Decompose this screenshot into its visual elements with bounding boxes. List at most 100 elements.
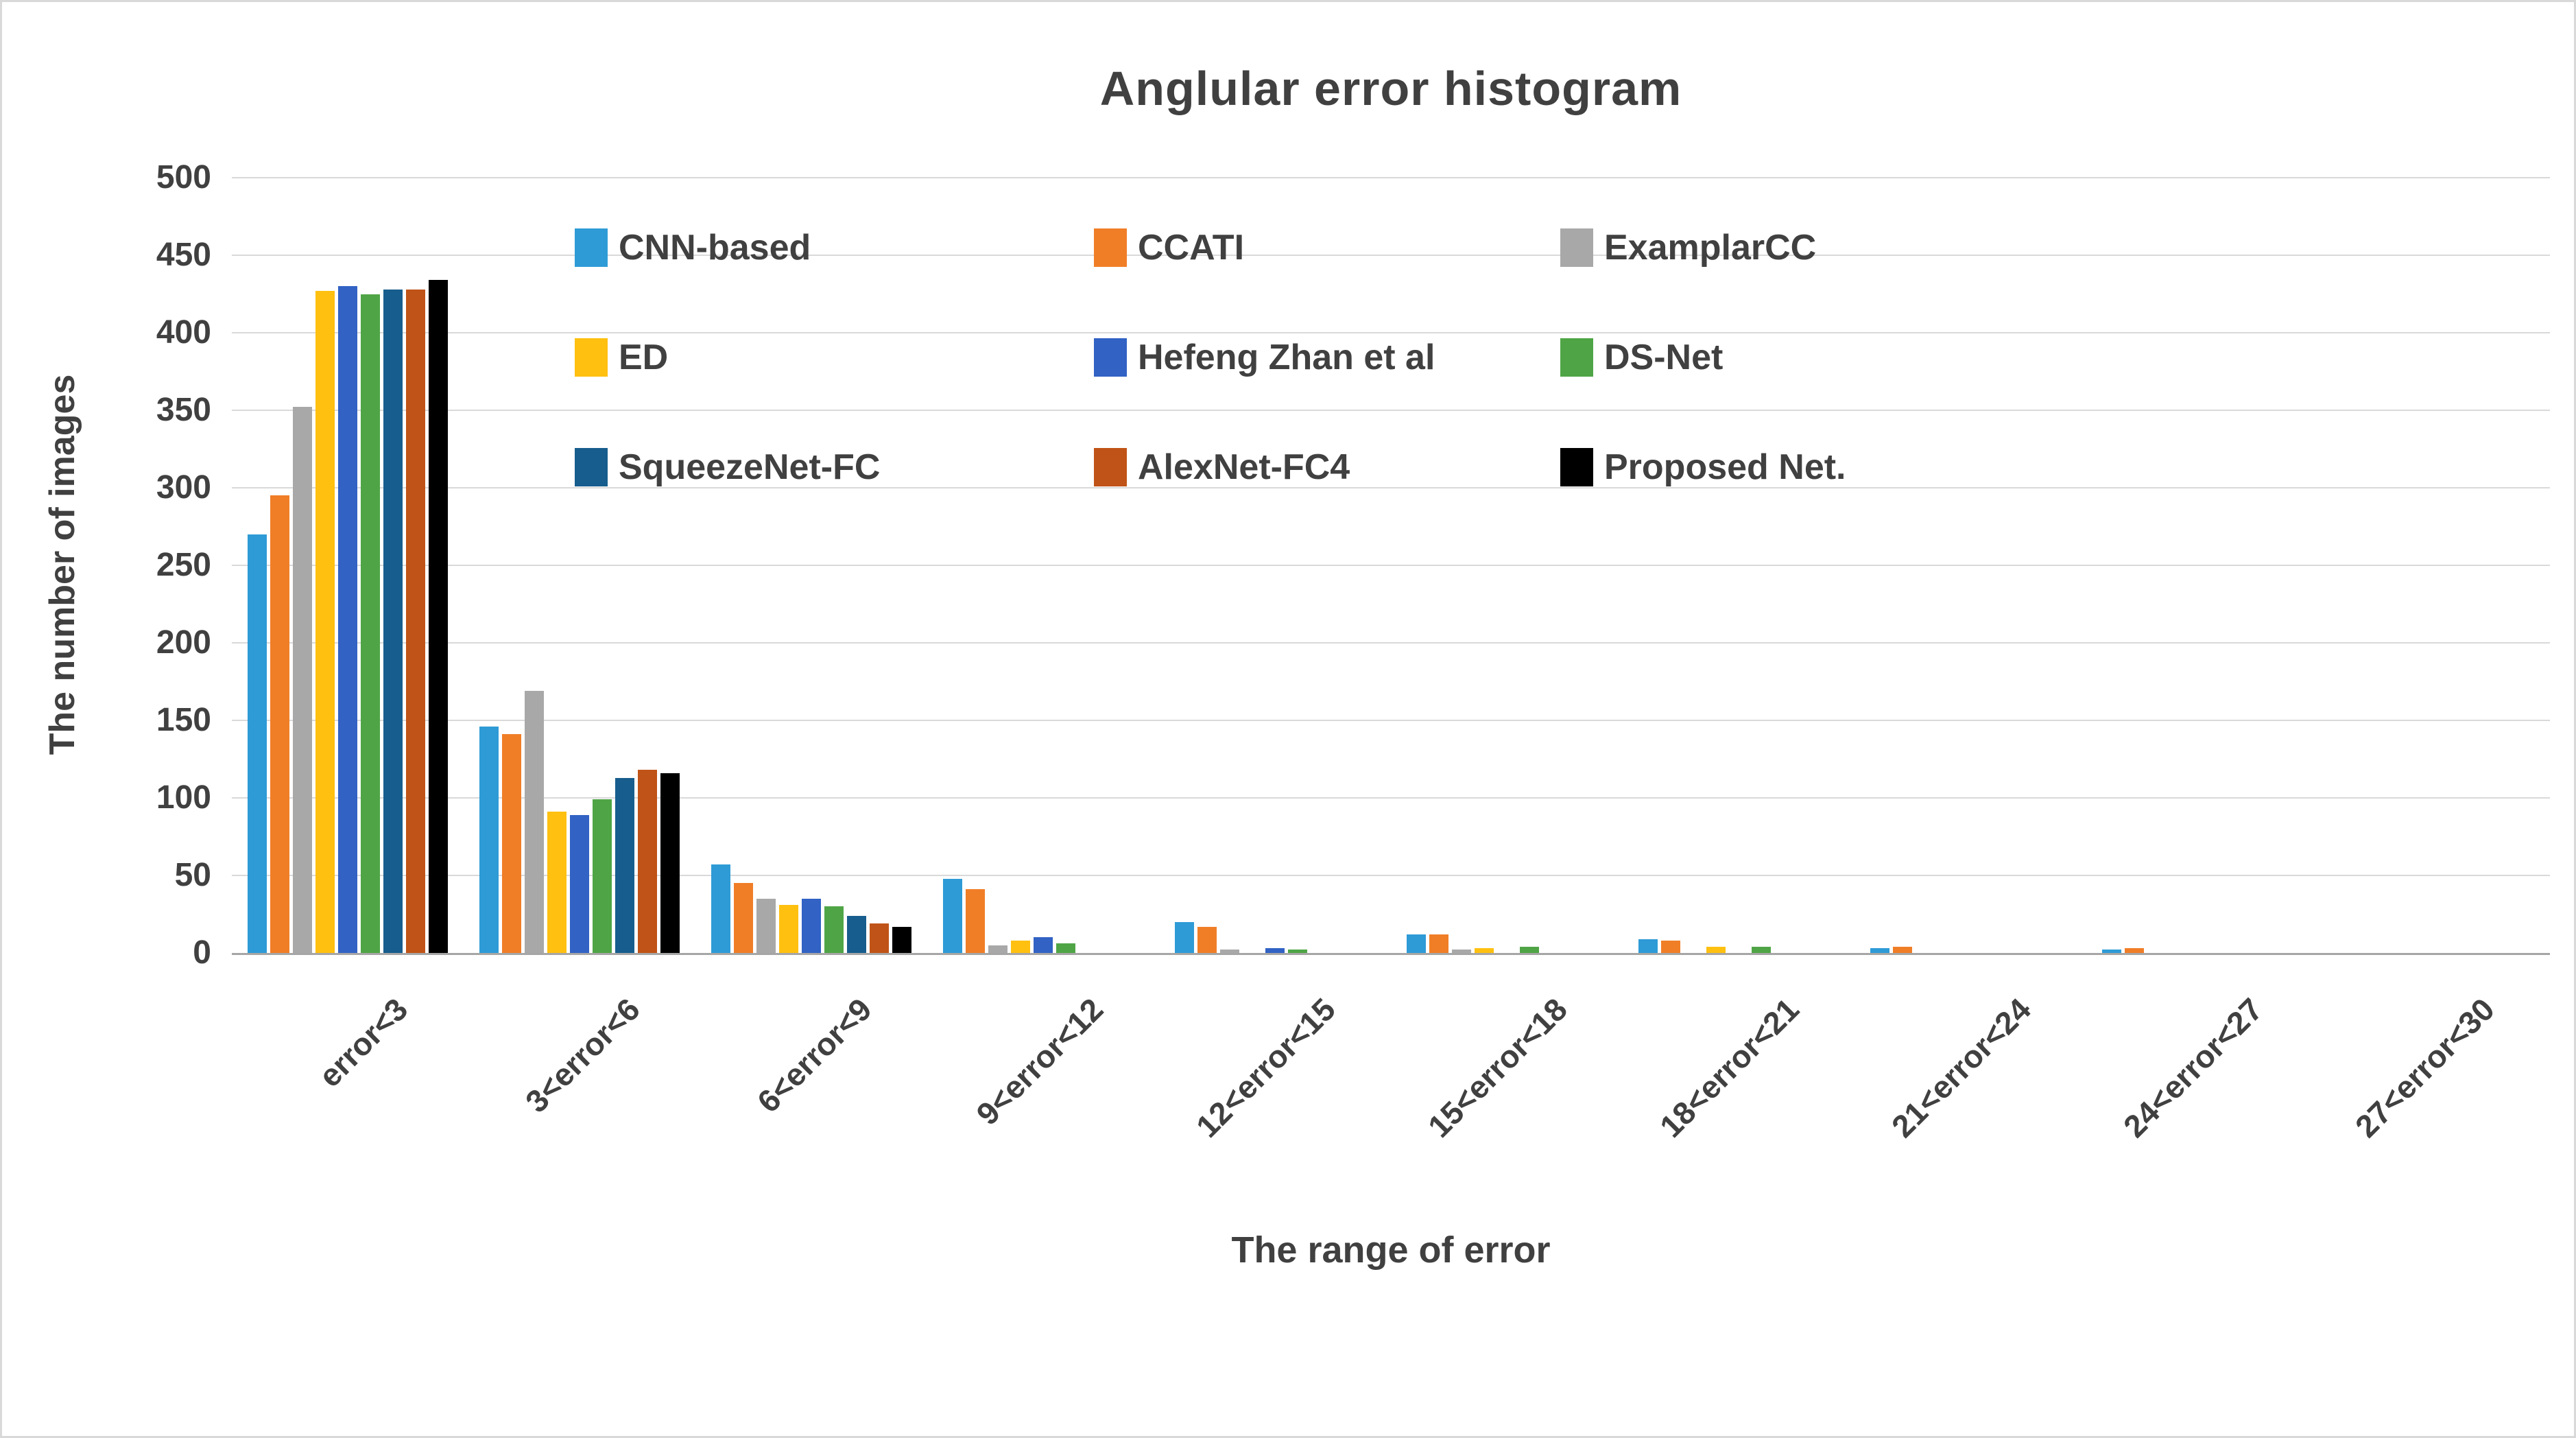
legend-swatch-icon [1094, 228, 1127, 267]
bar-CCATI-15<error<18 [1429, 934, 1448, 953]
bar-AlexNet-FC4-6<error<9 [870, 923, 889, 953]
legend-label: Proposed Net. [1604, 447, 1846, 487]
bar-CCATI-18<error<21 [1661, 941, 1680, 953]
y-tick-label-350: 350 [156, 392, 211, 428]
y-tick-label-400: 400 [156, 314, 211, 351]
bar-group-27<error<30 [2318, 178, 2550, 953]
bar-Hefeng Zhan et al-3<error<6 [570, 815, 589, 953]
bar-Proposed Net.-6<error<9 [892, 927, 911, 953]
legend-swatch-icon [1560, 448, 1593, 486]
bar-groups [232, 178, 2550, 953]
y-axis-tick-labels: 0 50 100 150 200 250 300 350 400 450 500 [2, 159, 211, 971]
bar-CNN-based-9<error<12 [943, 879, 962, 953]
legend-item-DS-Net: DS-Net [1560, 337, 1846, 378]
bar-Hefeng Zhan et al-12<error<15 [1265, 948, 1285, 953]
legend-label: SqueezeNet-FC [619, 447, 881, 487]
bar-Hefeng Zhan et al-error<3 [338, 286, 357, 953]
bar-CNN-based-21<error<24 [1870, 948, 1889, 953]
legend-item-SqueezeNet-FC: SqueezeNet-FC [575, 447, 1094, 488]
bar-ExamplarCC-15<error<18 [1452, 950, 1471, 953]
bar-group-21<error<24 [1855, 178, 2086, 953]
gridline-100 [232, 797, 2550, 799]
gridline-500 [232, 177, 2550, 178]
legend-label: DS-Net [1604, 338, 1724, 377]
legend-item-CCATI: CCATI [1094, 227, 1560, 268]
bar-Hefeng Zhan et al-6<error<9 [802, 899, 821, 953]
legend-swatch-icon [575, 338, 608, 377]
legend-swatch-icon [575, 448, 608, 486]
bar-Proposed Net.-error<3 [429, 280, 448, 953]
x-tick-label-text: error<3 [311, 991, 415, 1094]
bar-CCATI-24<error<27 [2125, 948, 2144, 953]
gridline-250 [232, 565, 2550, 566]
plot-area [232, 177, 2550, 955]
x-axis-title: The range of error [1231, 1229, 1551, 1271]
bar-DS-Net-18<error<21 [1752, 947, 1771, 953]
bar-CNN-based-error<3 [248, 534, 267, 953]
x-tick-label-text: 18<error<21 [1652, 991, 1806, 1144]
bar-CNN-based-18<error<21 [1638, 939, 1658, 953]
bar-ED-3<error<6 [547, 812, 567, 953]
bar-group-15<error<18 [1391, 178, 1623, 953]
y-tick-label-100: 100 [156, 779, 211, 816]
y-tick-label-200: 200 [156, 624, 211, 661]
x-tick-label-text: 27<error<30 [2348, 991, 2501, 1144]
bar-CNN-based-24<error<27 [2102, 950, 2121, 953]
y-tick-label-500: 500 [156, 159, 211, 196]
legend-label: Hefeng Zhan et al [1138, 338, 1435, 377]
bar-ExamplarCC-error<3 [293, 407, 312, 953]
legend-label: ExamplarCC [1604, 228, 1817, 268]
legend-label: ED [619, 338, 669, 377]
x-tick-label-text: 21<error<24 [1884, 991, 2038, 1144]
bar-ED-18<error<21 [1706, 947, 1726, 953]
bar-CNN-based-3<error<6 [479, 727, 499, 953]
legend-label: AlexNet-FC4 [1138, 447, 1350, 487]
bar-SqueezeNet-FC-3<error<6 [615, 778, 634, 953]
bar-CNN-based-15<error<18 [1407, 934, 1426, 953]
legend-swatch-icon [1094, 338, 1127, 377]
y-tick-label-0: 0 [193, 934, 211, 971]
x-tick-label-text: 9<error<12 [969, 991, 1110, 1132]
gridline-50 [232, 875, 2550, 876]
bar-DS-Net-15<error<18 [1520, 947, 1539, 953]
legend-swatch-icon [1094, 448, 1127, 486]
y-tick-label-50: 50 [174, 857, 211, 893]
bar-ED-6<error<9 [779, 905, 798, 953]
legend-swatch-icon [1560, 228, 1593, 267]
legend-swatch-icon [575, 228, 608, 267]
bar-ED-error<3 [315, 291, 335, 953]
legend: CNN-based CCATI ExamplarCC ED Hefeng Zhan et… [575, 193, 1846, 522]
bar-SqueezeNet-FC-error<3 [383, 290, 403, 953]
bar-DS-Net-9<error<12 [1056, 943, 1075, 953]
bar-AlexNet-FC4-error<3 [406, 290, 425, 953]
bar-CNN-based-12<error<15 [1175, 922, 1194, 953]
bar-ExamplarCC-9<error<12 [988, 945, 1007, 953]
y-tick-label-250: 250 [156, 547, 211, 583]
legend-item-CNN-based: CNN-based [575, 227, 1094, 268]
bar-group-18<error<21 [1623, 178, 1855, 953]
x-tick-label-text: 15<error<18 [1420, 991, 1574, 1144]
bar-DS-Net-12<error<15 [1288, 950, 1307, 953]
bar-AlexNet-FC4-3<error<6 [638, 770, 657, 953]
bar-CCATI-12<error<15 [1197, 927, 1217, 953]
bar-group-6<error<9 [695, 178, 927, 953]
bar-CCATI-9<error<12 [966, 889, 985, 953]
bar-CCATI-21<error<24 [1893, 947, 1912, 953]
bar-group-3<error<6 [464, 178, 695, 953]
y-tick-label-450: 450 [156, 237, 211, 273]
bar-ExamplarCC-3<error<6 [525, 691, 544, 953]
bar-CCATI-3<error<6 [502, 734, 521, 953]
x-tick-label-text: 12<error<15 [1189, 991, 1342, 1144]
gridline-150 [232, 720, 2550, 721]
legend-item-Proposed Net.: Proposed Net. [1560, 447, 1846, 488]
gridline-450 [232, 255, 2550, 256]
x-tick-label-text: 3<error<6 [518, 991, 647, 1120]
gridline-400 [232, 332, 2550, 333]
bar-CCATI-6<error<9 [734, 883, 753, 953]
bar-group-12<error<15 [1159, 178, 1391, 953]
legend-item-AlexNet-FC4: AlexNet-FC4 [1094, 447, 1560, 488]
x-tick-label-text: 24<error<27 [2116, 991, 2269, 1144]
legend-label: CCATI [1138, 228, 1245, 268]
y-tick-label-300: 300 [156, 469, 211, 506]
chart-title: Anglular error histogram [1099, 62, 1682, 115]
